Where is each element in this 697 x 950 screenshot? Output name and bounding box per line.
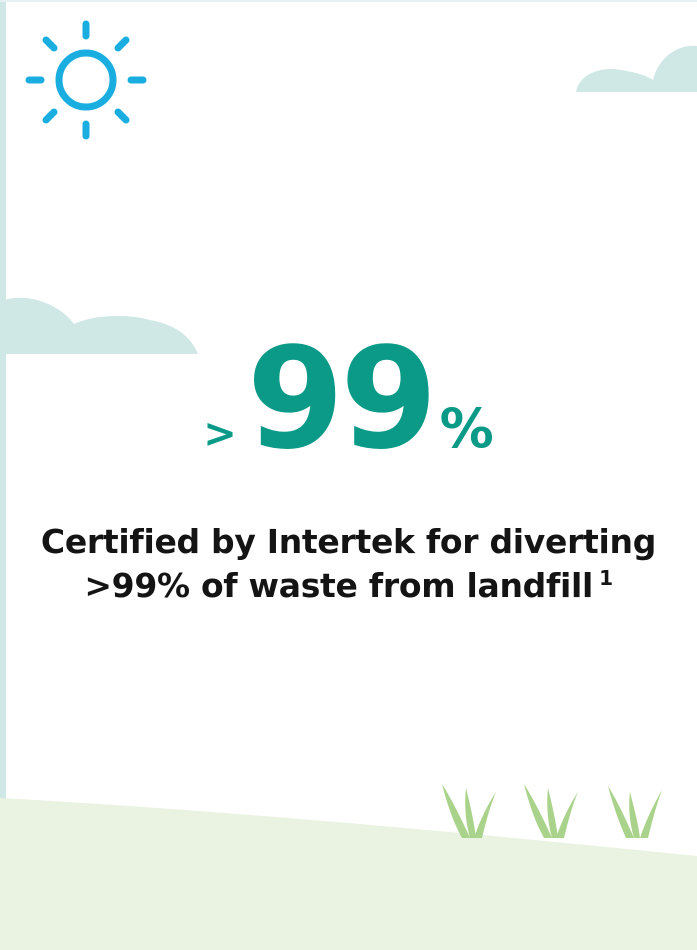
caption-line-2-text: >99% of waste from landfill — [84, 566, 594, 605]
grass-icon — [442, 784, 496, 838]
caption-line-1: Certified by Intertek for diverting — [40, 522, 657, 561]
sun-icon — [25, 20, 147, 140]
cloud-icon — [576, 45, 697, 92]
stat-headline: >99% — [0, 330, 697, 470]
stat-prefix: > — [203, 411, 237, 457]
grass-icon — [524, 784, 578, 838]
stat-caption: Certified by Intertek for diverting >99%… — [40, 520, 657, 608]
cloud-icon — [0, 297, 198, 354]
left-border — [0, 0, 6, 950]
stat-number: 99 — [246, 318, 438, 481]
stat-suffix: % — [439, 397, 494, 460]
top-border — [0, 0, 697, 2]
grass-icon — [608, 786, 662, 838]
caption-line-2: >99% of waste from landfill 1 — [40, 564, 657, 608]
hill-background — [0, 798, 697, 950]
footnote-marker: 1 — [599, 566, 613, 590]
